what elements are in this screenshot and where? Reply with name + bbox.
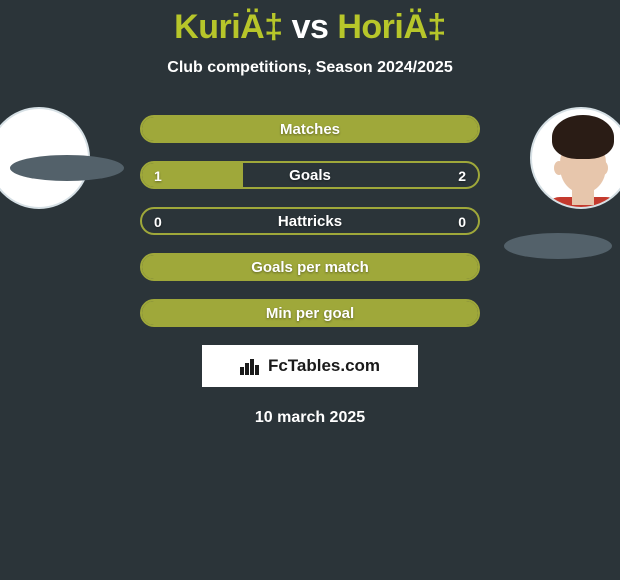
bar-value-left: 0	[154, 209, 162, 233]
stat-bar: Hattricks0 0	[140, 207, 480, 235]
player-left-shadow	[10, 155, 124, 181]
stat-bar: Goals per match	[140, 253, 480, 281]
bar-label: Hattricks	[142, 209, 478, 233]
bar-label: Min per goal	[142, 301, 478, 325]
stat-bar: Min per goal	[140, 299, 480, 327]
bars-icon	[240, 357, 262, 375]
title-left: KuriÄ‡	[174, 8, 282, 46]
page-title: KuriÄ‡ vs HoriÄ‡	[0, 0, 620, 47]
player-right-shadow	[504, 233, 612, 259]
branding-box[interactable]: FcTables.com	[202, 345, 418, 387]
title-mid: vs	[283, 8, 338, 46]
page-subtitle: Club competitions, Season 2024/2025	[0, 59, 620, 77]
bar-value-left: 1	[154, 163, 162, 187]
bar-label: Matches	[142, 117, 478, 141]
stat-bars: Matches Goals1 2 Hattricks0 0 Goals per match…	[140, 115, 480, 327]
bar-label: Goals per match	[142, 255, 478, 279]
title-right: HoriÄ‡	[337, 8, 445, 46]
bar-label: Goals	[142, 163, 478, 187]
content-area: Matches Goals1 2 Hattricks0 0 Goals per match…	[0, 115, 620, 427]
stat-bar: Matches	[140, 115, 480, 143]
date-text: 10 march 2025	[0, 409, 620, 427]
stat-bar: Goals1 2	[140, 161, 480, 189]
avatar-hair	[552, 115, 614, 159]
player-right-avatar	[530, 107, 620, 209]
branding-text: FcTables.com	[268, 356, 380, 376]
bar-value-right: 2	[458, 163, 466, 187]
bar-value-right: 0	[458, 209, 466, 233]
